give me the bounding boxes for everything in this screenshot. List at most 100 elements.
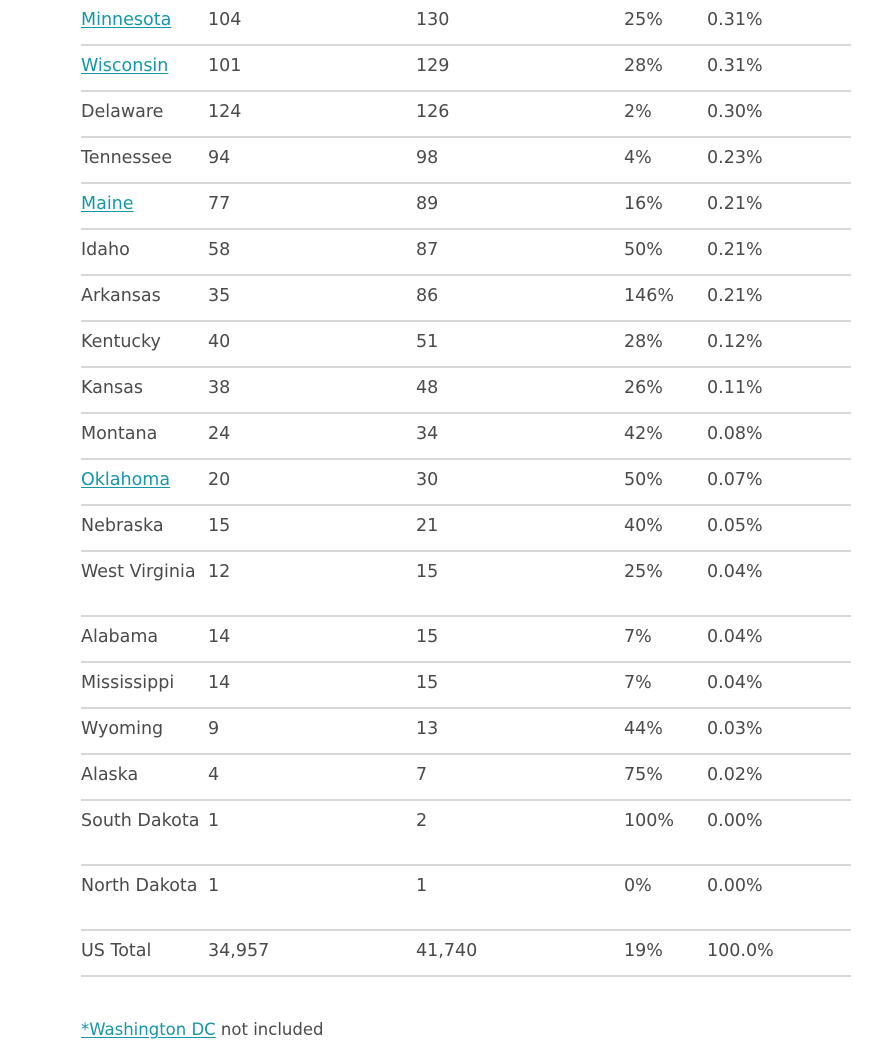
share: 0.04% bbox=[707, 673, 763, 693]
state-name: Mississippi bbox=[81, 673, 175, 693]
share: 0.00% bbox=[707, 811, 763, 831]
value-2: 15 bbox=[416, 673, 439, 693]
value-2: 30 bbox=[416, 470, 439, 490]
value-1: 12 bbox=[208, 562, 231, 582]
value-1: 104 bbox=[208, 10, 242, 30]
state-name: Alabama bbox=[81, 627, 159, 647]
state-name: Wyoming bbox=[81, 719, 164, 739]
footnote-text: not included bbox=[215, 1020, 324, 1039]
percent-change: 25% bbox=[624, 10, 663, 30]
percent-change: 28% bbox=[624, 56, 663, 76]
value-2: 126 bbox=[416, 102, 450, 122]
percent-change: 42% bbox=[624, 424, 663, 444]
value-1: 1 bbox=[208, 876, 220, 896]
value-1: 77 bbox=[208, 194, 231, 214]
table-row: Tennessee 94 98 4% 0.23% bbox=[81, 138, 851, 184]
value-2: 98 bbox=[416, 148, 439, 168]
share: 0.21% bbox=[707, 286, 763, 306]
percent-change: 26% bbox=[624, 378, 663, 398]
share: 0.04% bbox=[707, 562, 763, 582]
value-2: 34 bbox=[416, 424, 439, 444]
share: 0.12% bbox=[707, 332, 763, 352]
percent-change: 2% bbox=[624, 102, 652, 122]
share: 100.0% bbox=[707, 941, 774, 961]
value-2: 89 bbox=[416, 194, 439, 214]
share: 0.31% bbox=[707, 56, 763, 76]
percent-change: 40% bbox=[624, 516, 663, 536]
state-link-wisconsin[interactable]: Wisconsin bbox=[81, 56, 169, 76]
value-1: 101 bbox=[208, 56, 242, 76]
value-2: 15 bbox=[416, 627, 439, 647]
state-name: Idaho bbox=[81, 240, 130, 260]
share: 0.07% bbox=[707, 470, 763, 490]
value-2: 13 bbox=[416, 719, 439, 739]
value-1: 124 bbox=[208, 102, 242, 122]
state-link-minnesota[interactable]: Minnesota bbox=[81, 10, 172, 30]
table-row: West Virginia 12 15 25% 0.04% bbox=[81, 552, 851, 617]
table-row: Delaware 124 126 2% 0.30% bbox=[81, 92, 851, 138]
percent-change: 100% bbox=[624, 811, 675, 831]
value-2: 51 bbox=[416, 332, 439, 352]
value-2: 130 bbox=[416, 10, 450, 30]
value-2: 15 bbox=[416, 562, 439, 582]
table-total-row: US Total 34,957 41,740 19% 100.0% bbox=[81, 931, 851, 977]
table-row: Kentucky 40 51 28% 0.12% bbox=[81, 322, 851, 368]
table-row: Mississippi 14 15 7% 0.04% bbox=[81, 663, 851, 709]
table-row: Kansas 38 48 26% 0.11% bbox=[81, 368, 851, 414]
state-name: Kansas bbox=[81, 378, 143, 398]
state-name: South Dakota bbox=[81, 811, 200, 831]
state-name: Tennessee bbox=[81, 148, 173, 168]
value-2: 87 bbox=[416, 240, 439, 260]
share: 0.00% bbox=[707, 876, 763, 896]
table-row: Arkansas 35 86 146% 0.21% bbox=[81, 276, 851, 322]
percent-change: 50% bbox=[624, 470, 663, 490]
state-link-maine[interactable]: Maine bbox=[81, 194, 134, 214]
percent-change: 7% bbox=[624, 673, 652, 693]
value-1: 15 bbox=[208, 516, 231, 536]
share: 0.02% bbox=[707, 765, 763, 785]
state-name: Delaware bbox=[81, 102, 164, 122]
percent-change: 75% bbox=[624, 765, 663, 785]
percent-change: 146% bbox=[624, 286, 675, 306]
state-name: Nebraska bbox=[81, 516, 164, 536]
table-row: Maine 77 89 16% 0.21% bbox=[81, 184, 851, 230]
value-1: 94 bbox=[208, 148, 231, 168]
value-1: 58 bbox=[208, 240, 231, 260]
table-row: Alaska 4 7 75% 0.02% bbox=[81, 755, 851, 801]
share: 0.08% bbox=[707, 424, 763, 444]
table-row: Minnesota 104 130 25% 0.31% bbox=[81, 0, 851, 46]
share: 0.21% bbox=[707, 240, 763, 260]
state-name: North Dakota bbox=[81, 876, 198, 896]
value-1: 9 bbox=[208, 719, 220, 739]
footnote: *Washington DC not included bbox=[81, 1020, 323, 1040]
value-1: 35 bbox=[208, 286, 231, 306]
value-2: 129 bbox=[416, 56, 450, 76]
value-1: 40 bbox=[208, 332, 231, 352]
value-1: 38 bbox=[208, 378, 231, 398]
share: 0.04% bbox=[707, 627, 763, 647]
percent-change: 44% bbox=[624, 719, 663, 739]
table-row: Nebraska 15 21 40% 0.05% bbox=[81, 506, 851, 552]
percent-change: 0% bbox=[624, 876, 652, 896]
footnote-link-washington-dc[interactable]: *Washington DC bbox=[81, 1020, 216, 1039]
state-name: Arkansas bbox=[81, 286, 161, 306]
state-link-oklahoma[interactable]: Oklahoma bbox=[81, 470, 171, 490]
percent-change: 25% bbox=[624, 562, 663, 582]
value-1: 4 bbox=[208, 765, 220, 785]
percent-change: 7% bbox=[624, 627, 652, 647]
value-2: 21 bbox=[416, 516, 439, 536]
table-row: Idaho 58 87 50% 0.21% bbox=[81, 230, 851, 276]
value-2: 41,740 bbox=[416, 941, 478, 961]
share: 0.11% bbox=[707, 378, 763, 398]
share: 0.21% bbox=[707, 194, 763, 214]
value-2: 1 bbox=[416, 876, 428, 896]
value-1: 14 bbox=[208, 673, 231, 693]
table-row: Wisconsin 101 129 28% 0.31% bbox=[81, 46, 851, 92]
state-name: West Virginia bbox=[81, 562, 196, 582]
value-2: 48 bbox=[416, 378, 439, 398]
percent-change: 28% bbox=[624, 332, 663, 352]
state-name: Montana bbox=[81, 424, 158, 444]
state-name: Kentucky bbox=[81, 332, 161, 352]
table-row: North Dakota 1 1 0% 0.00% bbox=[81, 866, 851, 931]
value-1: 34,957 bbox=[208, 941, 270, 961]
